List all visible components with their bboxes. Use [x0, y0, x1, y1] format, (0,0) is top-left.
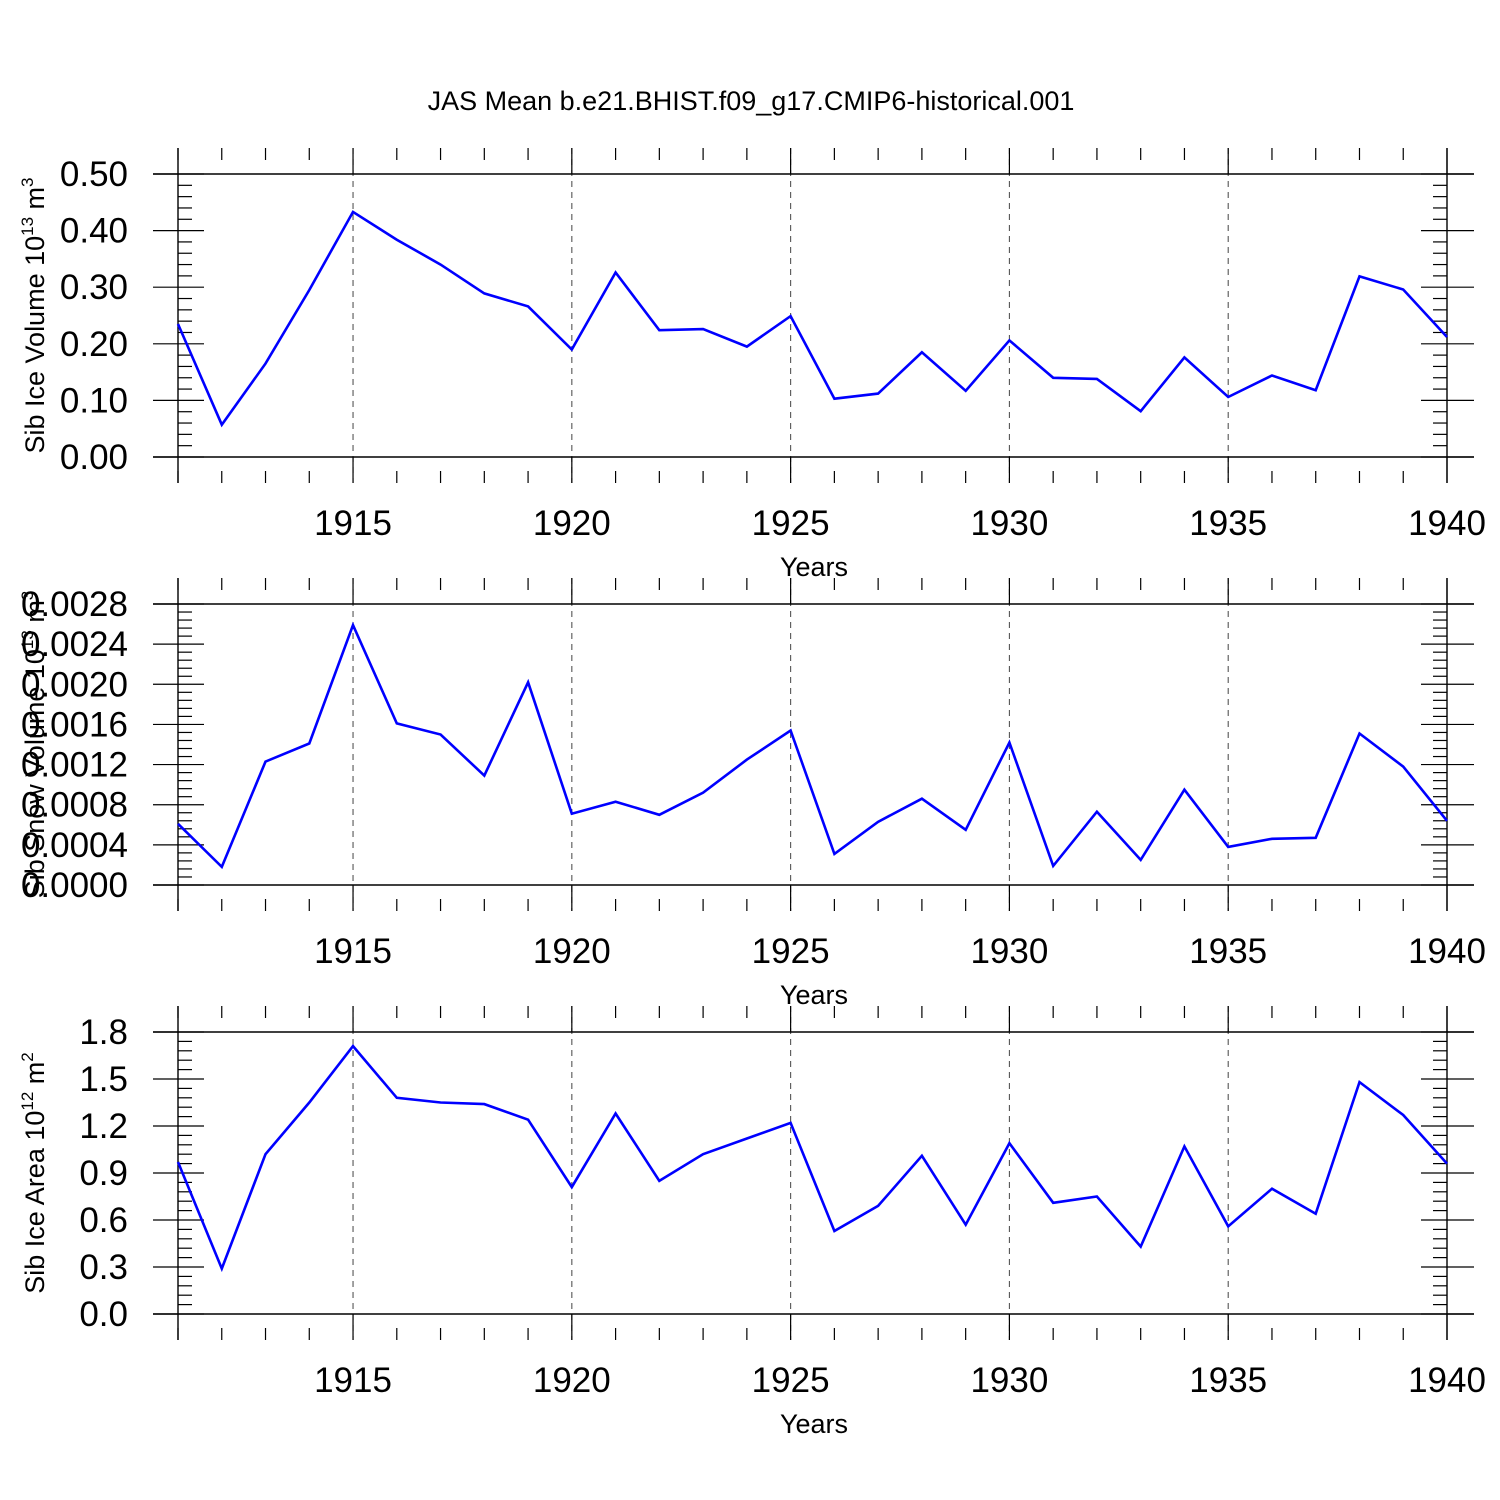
ytick-label: 0.6: [79, 1201, 128, 1240]
ytick-label: 0.0004: [21, 826, 128, 865]
xtick-label: 1915: [314, 932, 392, 971]
ytick-label: 0.0008: [21, 786, 128, 825]
y-axis-label: Sib Ice Area 1012 m2: [18, 1052, 50, 1294]
xtick-label: 1920: [533, 1361, 611, 1400]
ytick-label: 1.2: [79, 1107, 128, 1146]
ytick-label: 0.0012: [21, 746, 128, 785]
xtick-label: 1935: [1189, 504, 1267, 543]
ytick-label: 1.5: [79, 1060, 128, 1099]
xtick-label: 1925: [752, 932, 830, 971]
xtick-label: 1915: [314, 1361, 392, 1400]
ytick-label: 0.50: [60, 155, 128, 194]
ytick-label: 1.8: [79, 1013, 128, 1052]
ytick-label: 0.0024: [21, 625, 128, 664]
series-line-ice-volume: [176, 210, 1448, 428]
figure-title: JAS Mean b.e21.BHIST.f09_g17.CMIP6-histo…: [428, 86, 1075, 116]
xtick-label: 1940: [1408, 504, 1486, 543]
ytick-label: 0.40: [60, 212, 128, 251]
xtick-label: 1915: [314, 504, 392, 543]
ytick-label: 0.9: [79, 1154, 128, 1193]
panel-ice-volume: 0.00 0.10 0.20 0.30 0.40 0.50 1915 1920 1925 1930…: [18, 148, 1486, 582]
ytick-label: 0.0000: [21, 866, 128, 905]
xtick-label: 1935: [1189, 1361, 1267, 1400]
y-axis-label: Sib Ice Volume 1013 m3: [18, 177, 50, 453]
ytick-label: 0.10: [60, 381, 128, 420]
series-line-ice-area: [176, 1044, 1448, 1273]
panel-ice-area: 0.0 0.3 0.6 0.9 1.2 1.5 1.8 1915 1920 1925 1930 193…: [18, 1006, 1486, 1439]
xtick-label: 1940: [1408, 1361, 1486, 1400]
ytick-label: 0.00: [60, 438, 128, 477]
ytick-label: 0.0: [79, 1295, 128, 1334]
xtick-label: 1920: [533, 504, 611, 543]
panel-snow-volume: 0.00000.00040.00080.00120.00160.00200.00…: [18, 578, 1486, 1010]
x-axis-label: Years: [780, 1409, 848, 1439]
ytick-label: 0.0016: [21, 705, 128, 744]
xtick-label: 1925: [752, 504, 830, 543]
xtick-label: 1935: [1189, 932, 1267, 971]
xtick-label: 1930: [970, 932, 1048, 971]
x-axis-label: Years: [780, 980, 848, 1010]
ytick-label: 0.3: [79, 1248, 128, 1287]
y-axis-label: Sib Snow Volume 1013 m3: [18, 591, 50, 899]
series-line-snow-volume: [177, 621, 1449, 870]
ytick-label: 0.20: [60, 325, 128, 364]
xtick-label: 1925: [752, 1361, 830, 1400]
ytick-label: 0.30: [60, 268, 128, 307]
x-axis-label: Years: [780, 552, 848, 582]
xtick-label: 1920: [533, 932, 611, 971]
xtick-label: 1940: [1408, 932, 1486, 971]
xtick-label: 1930: [970, 1361, 1048, 1400]
xtick-label: 1930: [970, 504, 1048, 543]
ytick-label: 0.0028: [21, 585, 128, 624]
ytick-label: 0.0020: [21, 665, 128, 704]
